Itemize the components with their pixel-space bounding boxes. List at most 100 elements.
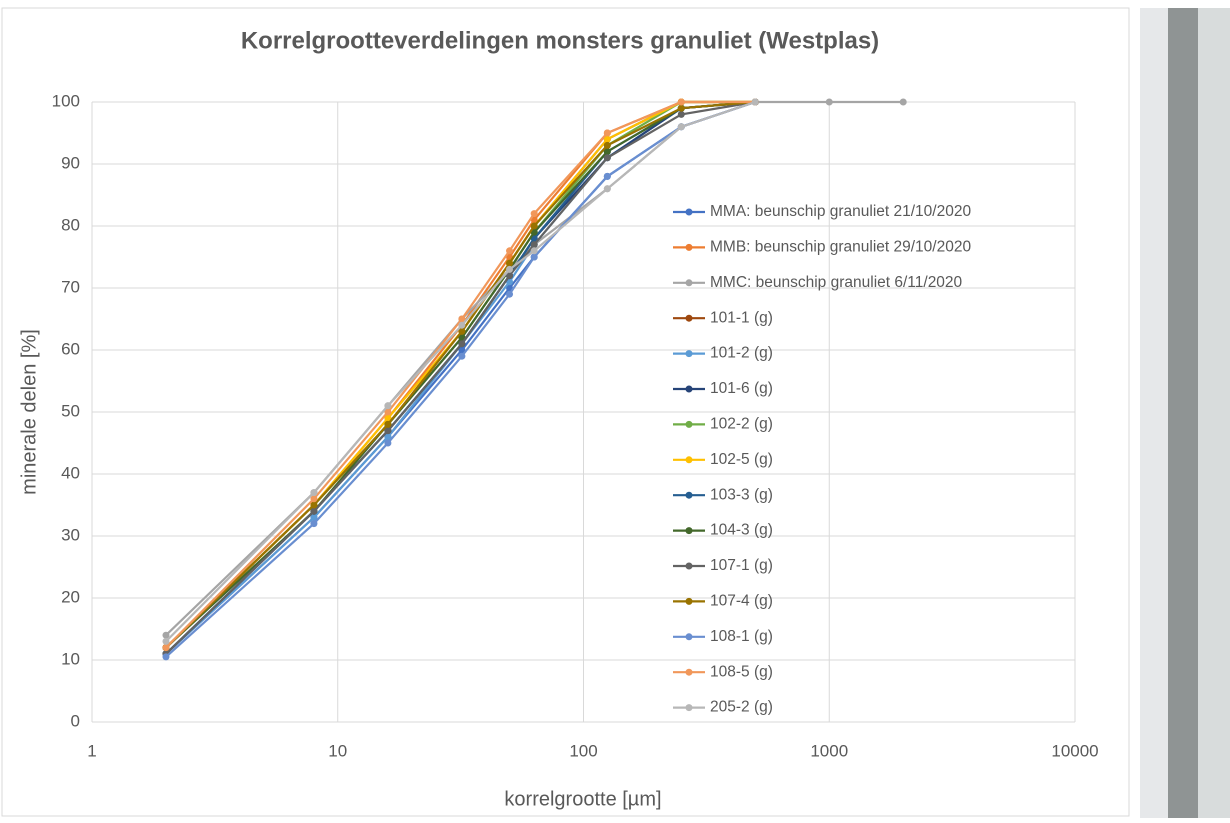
photo-ruler	[1140, 8, 1168, 818]
data-point	[458, 321, 466, 329]
data-point	[677, 98, 685, 106]
data-point	[677, 104, 685, 112]
y-axis-label: minerale delen [%]	[18, 329, 40, 495]
legend-marker	[685, 527, 693, 535]
chart-title: Korrelgrootteverdelingen monsters granul…	[241, 27, 879, 54]
y-tick-label: 100	[52, 91, 80, 110]
legend-marker	[685, 208, 693, 216]
data-point	[603, 185, 611, 193]
data-point	[603, 129, 611, 137]
x-tick-label: 100	[569, 741, 597, 760]
data-point	[530, 253, 538, 261]
x-tick-label: 1	[87, 741, 96, 760]
data-point	[603, 141, 611, 149]
data-point	[384, 439, 392, 447]
legend-label: 108-5 (g)	[710, 663, 773, 680]
legend-label: MMA: beunschip granuliet 21/10/2020	[710, 203, 971, 220]
data-point	[458, 352, 466, 360]
legend-marker	[685, 420, 693, 428]
legend-marker	[685, 633, 693, 641]
data-point	[458, 340, 466, 348]
y-tick-label: 80	[61, 215, 80, 234]
data-point	[677, 110, 685, 118]
data-point	[751, 98, 759, 106]
legend-label: 102-5 (g)	[710, 451, 773, 468]
data-point	[310, 501, 318, 509]
data-point	[603, 135, 611, 143]
y-tick-label: 50	[61, 401, 80, 420]
data-point	[162, 631, 170, 639]
data-point	[506, 265, 514, 273]
x-tick-label: 1000	[810, 741, 848, 760]
legend-label: 108-1 (g)	[710, 628, 773, 645]
legend: MMA: beunschip granuliet 21/10/2020 MMB: …	[673, 203, 971, 716]
legend-marker	[685, 279, 693, 287]
data-point	[384, 433, 392, 441]
legend-marker	[685, 456, 693, 464]
data-point	[530, 247, 538, 255]
data-point	[506, 278, 514, 286]
data-point	[162, 653, 170, 661]
y-tick-label: 60	[61, 339, 80, 358]
data-point	[384, 408, 392, 416]
data-point	[162, 644, 170, 652]
data-point	[506, 247, 514, 255]
data-point	[458, 346, 466, 354]
photo	[1140, 8, 1230, 818]
y-tick-label: 10	[61, 649, 80, 668]
data-point	[310, 495, 318, 503]
data-point	[506, 272, 514, 280]
data-point	[825, 98, 833, 106]
data-point	[603, 148, 611, 156]
legend-label: 102-2 (g)	[710, 415, 773, 432]
legend-label: 107-1 (g)	[710, 557, 773, 574]
x-tick-label: 10	[328, 741, 347, 760]
photo-pole	[1168, 8, 1198, 818]
legend-marker	[685, 314, 693, 322]
data-point	[310, 507, 318, 515]
y-tick-label: 90	[61, 153, 80, 172]
legend-label: 101-2 (g)	[710, 345, 773, 362]
x-axis-label: korrelgrootte [µm]	[504, 788, 661, 810]
legend-label: MMC: beunschip granuliet 6/11/2020	[710, 274, 963, 291]
data-point	[677, 123, 685, 131]
legend-marker	[685, 350, 693, 358]
legend-marker	[685, 562, 693, 570]
data-point	[603, 154, 611, 162]
data-point	[506, 290, 514, 298]
data-point	[384, 402, 392, 410]
legend-label: 107-4 (g)	[710, 592, 773, 609]
x-tick-label: 10000	[1051, 741, 1098, 760]
data-point	[458, 334, 466, 342]
data-point	[384, 420, 392, 428]
data-point	[530, 241, 538, 249]
legend-marker	[685, 385, 693, 393]
data-point	[310, 513, 318, 521]
legend-label: 104-3 (g)	[710, 522, 773, 539]
legend-marker	[685, 668, 693, 676]
legend-marker	[685, 491, 693, 499]
data-point	[506, 259, 514, 267]
data-point	[162, 637, 170, 645]
legend-label: 205-2 (g)	[710, 699, 773, 716]
legend-label: 103-3 (g)	[710, 486, 773, 503]
y-tick-label: 20	[61, 587, 80, 606]
data-point	[603, 172, 611, 180]
data-point	[310, 489, 318, 497]
legend-label: 101-1 (g)	[710, 309, 773, 326]
y-tick-label: 40	[61, 463, 80, 482]
legend-marker	[685, 243, 693, 251]
y-tick-label: 0	[71, 711, 80, 730]
data-point	[899, 98, 907, 106]
data-point	[384, 414, 392, 422]
data-point	[310, 520, 318, 528]
data-point	[384, 427, 392, 435]
y-tick-label: 70	[61, 277, 80, 296]
photo-wall	[1198, 8, 1230, 818]
legend-marker	[685, 597, 693, 605]
data-point	[458, 327, 466, 335]
data-point	[458, 315, 466, 323]
legend-marker	[685, 704, 693, 712]
